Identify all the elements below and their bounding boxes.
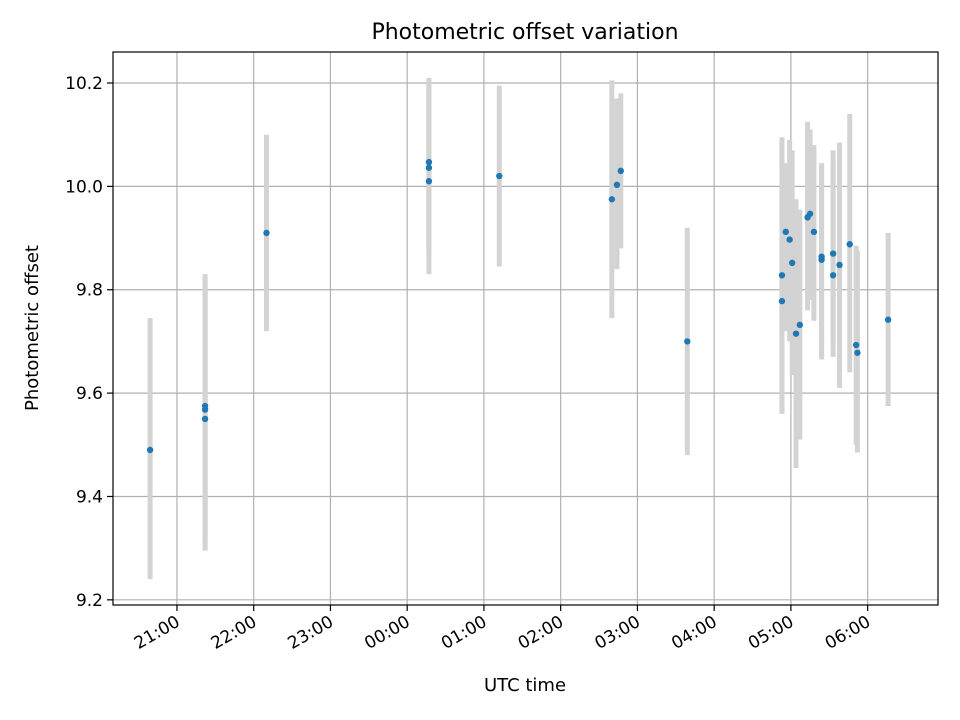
y-tick-label: 9.6 bbox=[76, 384, 103, 404]
y-axis-label: Photometric offset bbox=[22, 245, 43, 411]
data-point bbox=[425, 158, 433, 166]
data-point bbox=[854, 349, 861, 356]
data-point bbox=[684, 338, 691, 345]
data-point bbox=[829, 272, 837, 279]
x-tick-label: 23:00 bbox=[285, 612, 337, 654]
data-point bbox=[796, 321, 804, 329]
data-point bbox=[778, 272, 786, 279]
data-point bbox=[201, 415, 209, 423]
data-point bbox=[818, 256, 825, 263]
y-tick-label: 9.8 bbox=[76, 281, 103, 301]
data-point bbox=[836, 261, 843, 269]
x-tick-label: 06:00 bbox=[822, 612, 874, 654]
data-point bbox=[786, 236, 793, 243]
x-tick-label: 22:00 bbox=[208, 612, 260, 654]
data-point bbox=[201, 406, 209, 413]
data-point bbox=[425, 164, 433, 171]
y-tick-label: 9.2 bbox=[76, 591, 103, 611]
x-tick-label: 03:00 bbox=[591, 612, 643, 654]
y-tick-label: 10.2 bbox=[65, 74, 103, 94]
y-tick-label: 10.0 bbox=[65, 177, 103, 197]
y-axis-ticks: 9.2 9.4 9.6 9.8 10.0 10.2 bbox=[65, 74, 113, 611]
x-axis-ticks: 21:00 22:00 23:00 00:00 01:00 02:00 03:00 04:00… bbox=[131, 605, 874, 654]
data-point bbox=[806, 210, 814, 217]
data-points bbox=[146, 158, 892, 454]
x-tick-label: 05:00 bbox=[745, 612, 797, 654]
x-tick-label: 04:00 bbox=[668, 612, 720, 654]
data-point bbox=[496, 172, 503, 180]
x-tick-label: 01:00 bbox=[438, 612, 490, 654]
data-point bbox=[810, 228, 818, 236]
data-point bbox=[425, 178, 433, 185]
x-axis-label: UTC time bbox=[484, 675, 566, 696]
grid-lines bbox=[113, 52, 938, 605]
data-point bbox=[613, 181, 621, 189]
data-point bbox=[782, 228, 789, 236]
data-point bbox=[263, 229, 270, 237]
data-point bbox=[884, 316, 892, 323]
data-point bbox=[846, 241, 853, 248]
y-tick-label: 9.4 bbox=[76, 487, 103, 507]
chart-title: Photometric offset variation bbox=[371, 20, 678, 45]
data-point bbox=[792, 330, 800, 337]
x-tick-label: 00:00 bbox=[361, 612, 413, 654]
plot-frame bbox=[112, 51, 939, 606]
data-point bbox=[617, 167, 624, 175]
x-tick-label: 21:00 bbox=[131, 612, 183, 654]
data-point bbox=[829, 250, 837, 257]
error-bars bbox=[147, 77, 891, 580]
x-tick-label: 02:00 bbox=[515, 612, 567, 654]
data-point bbox=[788, 259, 796, 267]
data-point bbox=[778, 297, 786, 305]
data-point bbox=[146, 446, 154, 454]
data-point bbox=[852, 341, 860, 349]
data-point bbox=[608, 196, 616, 203]
